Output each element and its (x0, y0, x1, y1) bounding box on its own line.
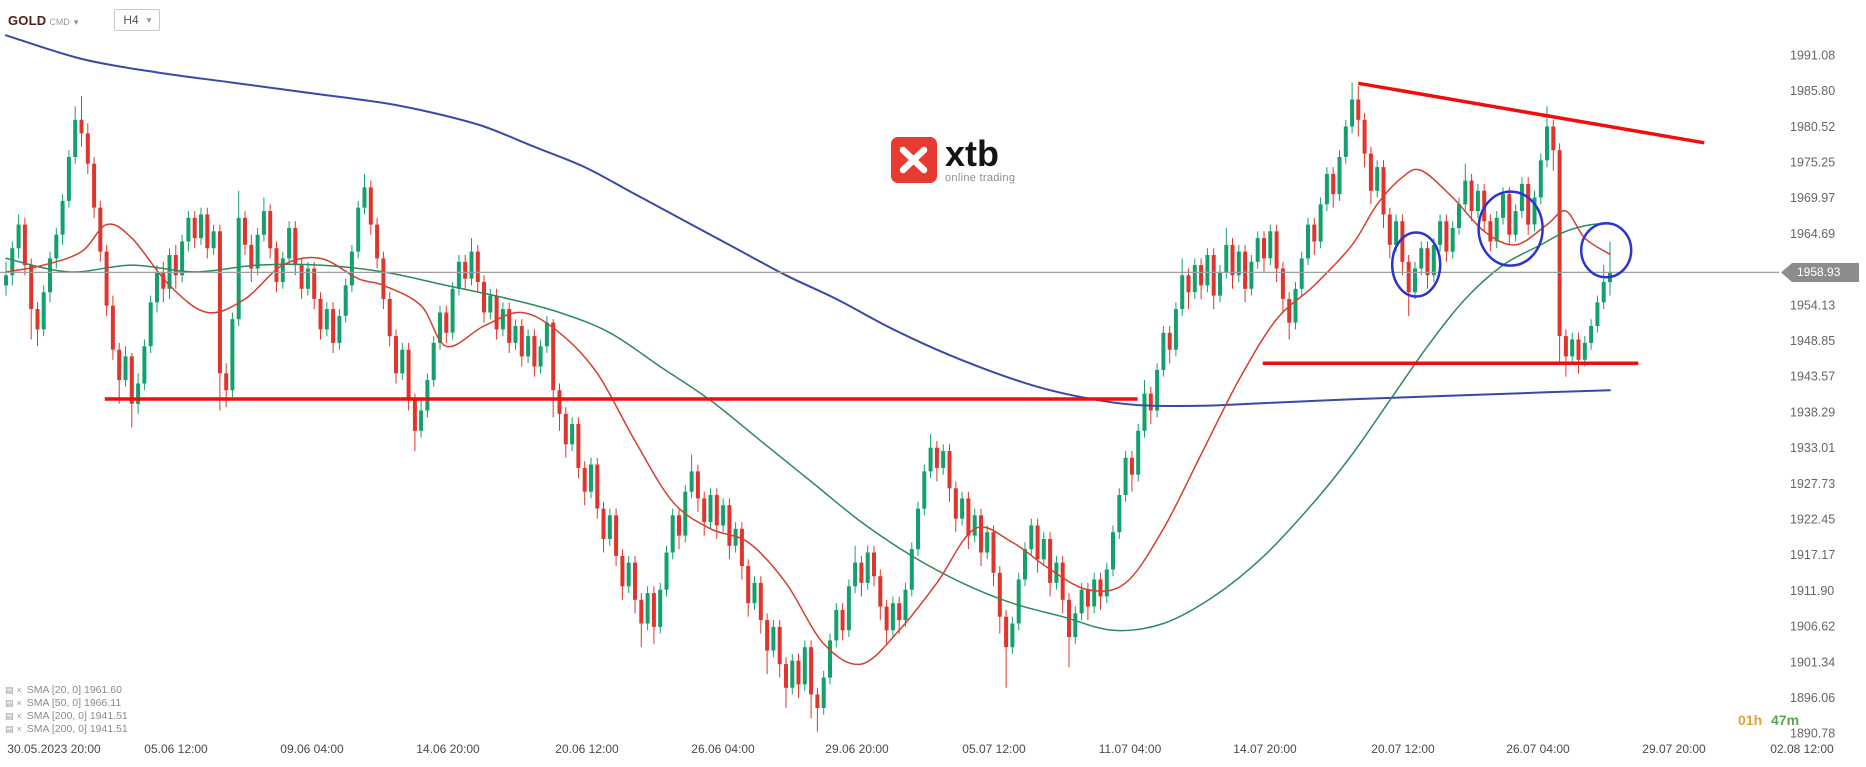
countdown-minutes: 47m (1771, 712, 1800, 728)
settings-icon[interactable]: ▤ (5, 710, 14, 721)
settings-icon[interactable]: ▤ (5, 697, 14, 708)
svg-text:1964.69: 1964.69 (1790, 227, 1835, 241)
svg-text:1927.73: 1927.73 (1790, 477, 1835, 491)
brand-tagline: online trading (945, 172, 1016, 185)
indicator-row: ▤ × SMA [50, 0] 1966.11 (5, 696, 128, 709)
instrument-name: GOLD (8, 12, 47, 28)
price-axis[interactable]: 1991.08 1985.80 1980.52 1975.25 1969.97 1964.… (1790, 49, 1835, 741)
indicator-label: SMA [20, 0] 1961.60 (26, 683, 122, 696)
svg-text:1975.25: 1975.25 (1790, 156, 1835, 170)
svg-text:1991.08: 1991.08 (1790, 49, 1835, 63)
time-axis[interactable]: 30.05.2023 20:00 05.06 12:00 09.06 04:00 14… (7, 742, 1834, 756)
highlight-ellipse (1477, 190, 1544, 267)
svg-text:02.08 12:00: 02.08 12:00 (1770, 742, 1834, 756)
svg-text:1948.85: 1948.85 (1790, 334, 1835, 348)
candle-countdown: 01h 47m (1738, 712, 1799, 728)
indicator-row: ▤ × SMA [20, 0] 1961.60 (5, 683, 128, 696)
settings-icon[interactable]: ▤ (5, 684, 14, 695)
sma20-line (5, 168, 1611, 666)
svg-text:26.07 04:00: 26.07 04:00 (1506, 742, 1570, 756)
svg-text:30.05.2023 20:00: 30.05.2023 20:00 (7, 742, 101, 756)
svg-text:1938.29: 1938.29 (1790, 405, 1835, 419)
sma200-line (5, 34, 1611, 408)
xtb-watermark: xtb online trading (891, 133, 1016, 185)
svg-text:1933.01: 1933.01 (1790, 441, 1835, 455)
close-icon[interactable]: × (16, 710, 22, 721)
xtb-logo-icon (891, 137, 937, 183)
svg-text:14.07 20:00: 14.07 20:00 (1233, 742, 1297, 756)
svg-text:1922.45: 1922.45 (1790, 513, 1835, 527)
chevron-down-icon: ▾ (146, 14, 152, 25)
indicator-row: ▤ × SMA [200, 0] 1941.51 (5, 709, 128, 722)
svg-text:1890.78: 1890.78 (1790, 727, 1835, 741)
candles-layer (4, 82, 1612, 732)
timeframe-selector[interactable]: H4 ▾ (114, 9, 161, 31)
current-price-badge: 1958.93 (1781, 263, 1859, 282)
svg-text:1985.80: 1985.80 (1790, 84, 1835, 98)
trendline (1358, 81, 1705, 145)
svg-text:1906.62: 1906.62 (1790, 620, 1835, 634)
indicator-legend: ▤ × SMA [20, 0] 1961.60 ▤ × SMA [50, 0] … (5, 683, 128, 735)
chevron-down-icon: ▾ (73, 16, 79, 27)
close-icon[interactable]: × (16, 684, 22, 695)
svg-text:05.06 12:00: 05.06 12:00 (144, 742, 208, 756)
svg-text:20.06 12:00: 20.06 12:00 (555, 742, 619, 756)
svg-text:26.06 04:00: 26.06 04:00 (691, 742, 755, 756)
svg-text:1917.17: 1917.17 (1790, 548, 1835, 562)
svg-text:1954.13: 1954.13 (1790, 298, 1835, 312)
instrument-selector[interactable]: GOLD CMD ▾ (8, 13, 78, 28)
svg-text:20.07 12:00: 20.07 12:00 (1371, 742, 1435, 756)
svg-text:05.07 12:00: 05.07 12:00 (962, 742, 1026, 756)
svg-text:1969.97: 1969.97 (1790, 191, 1835, 205)
svg-text:1896.06: 1896.06 (1790, 691, 1835, 705)
indicator-label: SMA [200, 0] 1941.51 (26, 709, 128, 722)
sma50-line (5, 223, 1611, 632)
indicator-row: ▤ × SMA [200, 0] 1941.51 (5, 722, 128, 735)
svg-text:11.07 04:00: 11.07 04:00 (1099, 742, 1162, 756)
close-icon[interactable]: × (16, 723, 22, 734)
svg-text:09.06 04:00: 09.06 04:00 (280, 742, 344, 756)
svg-text:1901.34: 1901.34 (1790, 655, 1835, 669)
svg-text:14.06 20:00: 14.06 20:00 (416, 742, 480, 756)
indicator-label: SMA [50, 0] 1966.11 (26, 696, 122, 709)
svg-text:1980.52: 1980.52 (1790, 120, 1835, 134)
chart-toolbar: GOLD CMD ▾ H4 ▾ (8, 9, 161, 31)
svg-text:29.07 20:00: 29.07 20:00 (1642, 742, 1706, 756)
highlight-ellipse (1579, 222, 1633, 279)
countdown-hours: 01h (1738, 712, 1763, 728)
annotations-layer[interactable] (104, 81, 1705, 401)
svg-text:1911.90: 1911.90 (1790, 584, 1834, 598)
brand-name: xtb (945, 133, 999, 174)
instrument-suffix: CMD (49, 16, 70, 27)
timeframe-value: H4 (123, 13, 139, 27)
close-icon[interactable]: × (16, 697, 22, 708)
svg-text:1943.57: 1943.57 (1790, 370, 1835, 384)
indicator-label: SMA [200, 0] 1941.51 (26, 722, 128, 735)
settings-icon[interactable]: ▤ (5, 723, 14, 734)
highlight-ellipse (1390, 231, 1442, 298)
svg-text:29.06 20:00: 29.06 20:00 (825, 742, 889, 756)
